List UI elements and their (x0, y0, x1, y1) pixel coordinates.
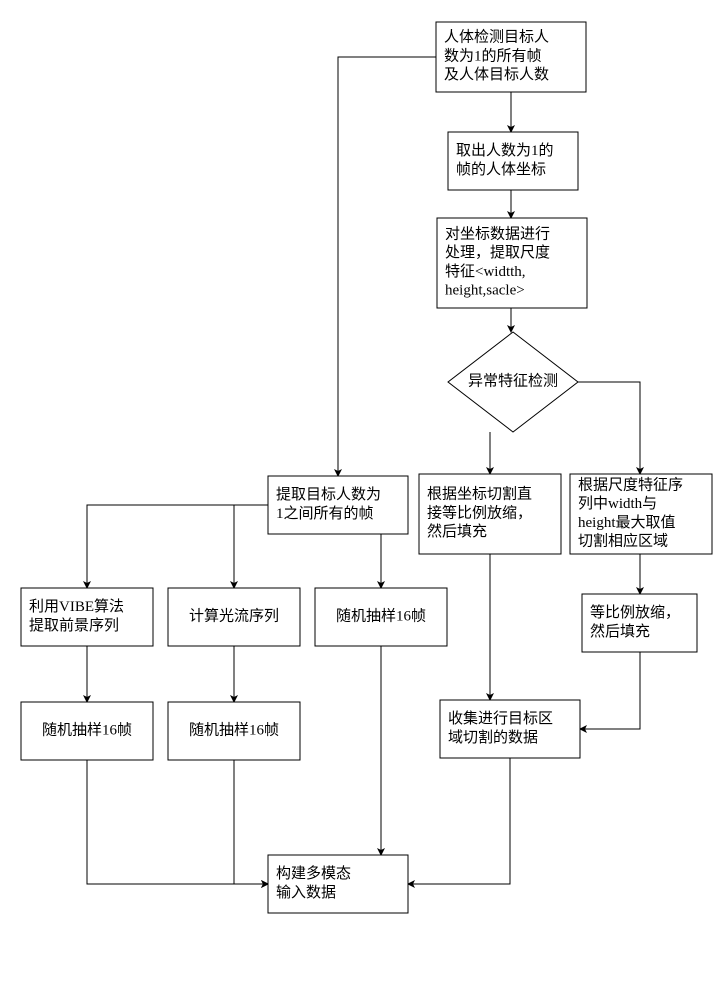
node-label: 输入数据 (276, 884, 336, 901)
node-label: 收集进行目标区 (448, 710, 553, 727)
n2: 取出人数为1的帧的人体坐标 (448, 132, 578, 190)
node-label: 等比例放缩， (590, 603, 680, 621)
n12: 随机抽样16帧 (315, 588, 447, 646)
node-label: 对坐标数据进行 (445, 225, 550, 242)
node-label: 接等比例放缩， (427, 503, 532, 521)
node-label: 及人体目标人数 (444, 66, 549, 83)
node-label: 帧的人体坐标 (456, 161, 546, 178)
node-label: 提取目标人数为 (276, 486, 381, 503)
n14: 随机抽样16帧 (168, 702, 300, 760)
edge (578, 382, 640, 474)
n13: 随机抽样16帧 (21, 702, 153, 760)
node-label: 然后填充 (590, 623, 650, 640)
node-label: 根据坐标切割直 (427, 486, 532, 503)
node-label: 构建多模态 (276, 865, 351, 882)
node-label: 1之间所有的帧 (276, 505, 374, 522)
node-label: 人体检测目标人 (444, 29, 549, 46)
node-label: 计算光流序列 (189, 606, 279, 624)
edge (234, 505, 268, 588)
edge (87, 760, 268, 884)
n4: 异常特征检测 (448, 332, 578, 432)
edge (408, 758, 510, 884)
node-label: height最大取值 (578, 514, 676, 531)
n10: 利用VIBE算法提取前景序列 (21, 588, 153, 646)
n8: 收集进行目标区域切割的数据 (440, 700, 580, 758)
node-label: height,sacle> (445, 283, 525, 299)
node-label: 异常特征检测 (468, 372, 558, 389)
n7: 等比例放缩， 然后填充 (582, 594, 697, 652)
edge (338, 57, 436, 476)
n3: 对坐标数据进行处理，提取尺度特征<widtth, height,sacle> (437, 218, 587, 308)
node-label: 利用VIBE算法 (29, 597, 124, 615)
flowchart: 人体检测目标人数为1的所有帧及人体目标人数取出人数为1的帧的人体坐标对坐标数据进… (0, 0, 720, 1000)
node-label: 随机抽样16帧 (336, 607, 426, 624)
n9: 提取目标人数为 1之间所有的帧 (268, 476, 408, 534)
node-label: 随机抽样16帧 (42, 721, 132, 738)
edge (234, 760, 268, 884)
n5: 根据坐标切割直接等比例放缩， 然后填充 (419, 474, 561, 554)
node-label: 切割相应区域 (578, 532, 668, 550)
node-label: 列中width与 (578, 495, 657, 512)
node-label: 域切割的数据 (448, 729, 538, 746)
n1: 人体检测目标人数为1的所有帧及人体目标人数 (436, 22, 586, 92)
node-label: 取出人数为1的 (456, 142, 554, 159)
node-label: 随机抽样16帧 (189, 721, 279, 738)
node-label: 根据尺度特征序 (578, 476, 683, 493)
n6: 根据尺度特征序列中width与 height最大取值切割相应区域 (570, 474, 712, 554)
edge (580, 652, 640, 729)
node-label: 处理，提取尺度 (445, 244, 550, 261)
edge (87, 505, 268, 588)
node-label: 提取前景序列 (29, 617, 119, 634)
n15: 构建多模态输入数据 (268, 855, 408, 913)
node-label: 数为1的所有帧 (444, 47, 542, 64)
node-label: 特征<widtth, (445, 263, 526, 280)
node-label: 然后填充 (427, 523, 487, 540)
n11: 计算光流序列 (168, 588, 300, 646)
